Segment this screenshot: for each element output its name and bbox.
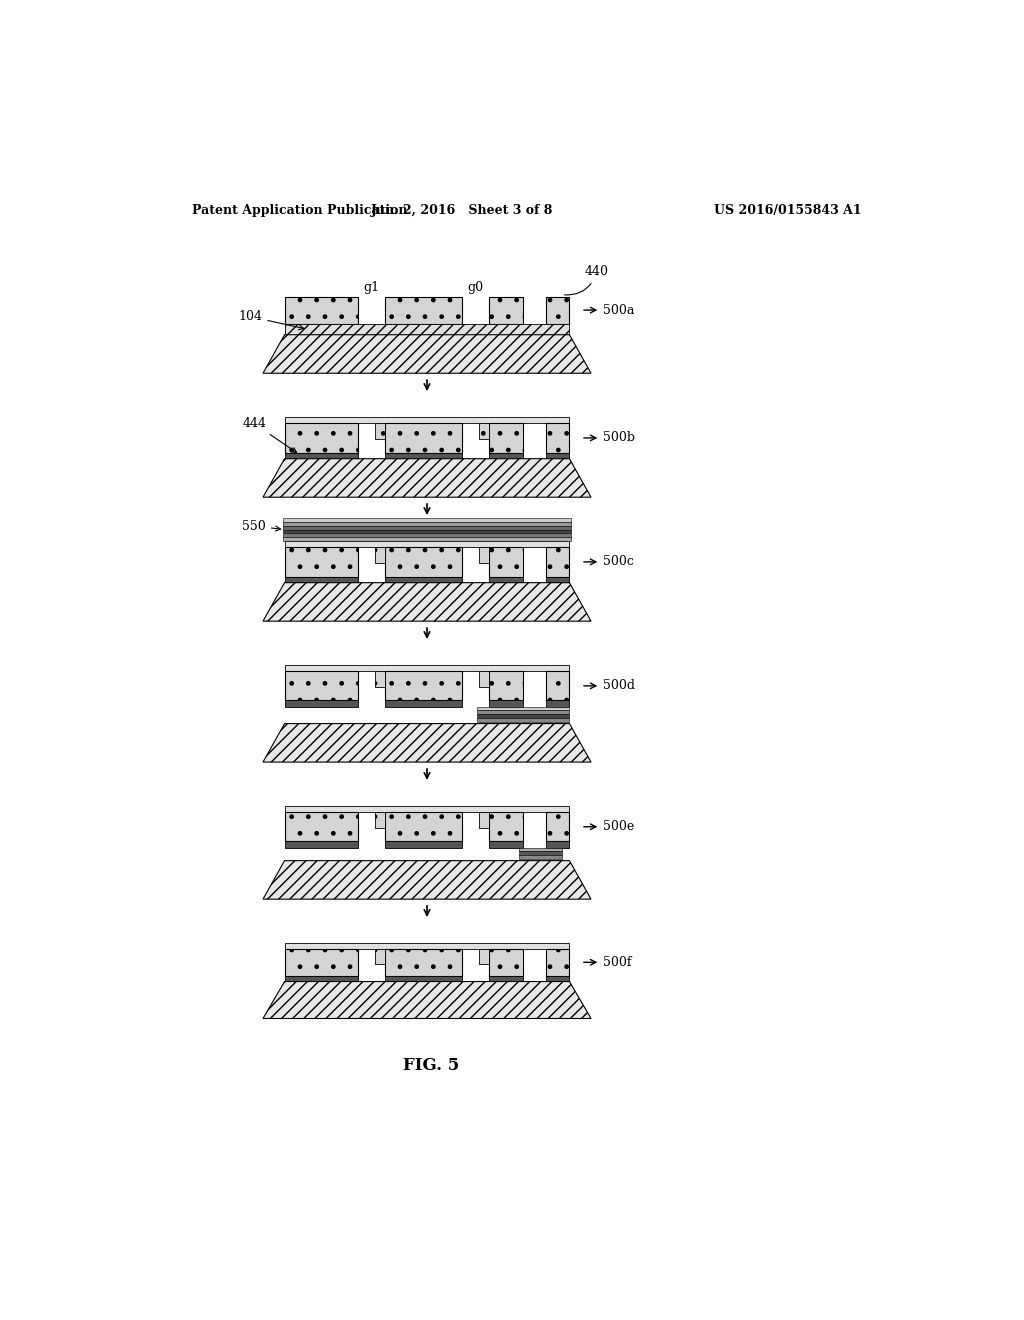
Text: 500e: 500e	[602, 820, 634, 833]
Bar	[283, 517, 571, 521]
Bar	[547, 297, 569, 323]
Bar	[547, 949, 569, 975]
Text: g0: g0	[467, 281, 483, 294]
Text: 500b: 500b	[602, 432, 635, 445]
Bar	[488, 453, 523, 459]
Bar	[479, 671, 488, 686]
Bar	[547, 812, 569, 841]
Bar	[285, 665, 569, 671]
Text: 500f: 500f	[602, 956, 631, 969]
Bar	[285, 417, 569, 424]
Bar	[285, 807, 569, 812]
Text: 500c: 500c	[602, 556, 634, 569]
Bar	[376, 949, 385, 964]
Polygon shape	[263, 982, 591, 1019]
Bar	[488, 812, 523, 841]
Bar	[385, 812, 462, 841]
Bar	[477, 710, 569, 714]
Bar	[385, 977, 462, 982]
Bar	[547, 977, 569, 982]
Bar	[285, 297, 357, 323]
Bar	[488, 548, 523, 577]
Text: 440: 440	[564, 265, 609, 294]
Bar	[283, 537, 571, 541]
Bar	[488, 577, 523, 582]
Bar	[283, 529, 571, 533]
Bar	[283, 525, 571, 529]
Polygon shape	[263, 582, 591, 622]
Polygon shape	[263, 723, 591, 762]
Bar	[283, 533, 571, 537]
Text: 500a: 500a	[602, 304, 634, 317]
Bar	[285, 548, 357, 577]
Bar	[285, 541, 569, 548]
Polygon shape	[263, 335, 591, 374]
Bar	[519, 855, 562, 859]
Bar	[385, 297, 462, 323]
Text: 444: 444	[243, 417, 297, 453]
Bar	[385, 577, 462, 582]
Bar	[488, 977, 523, 982]
Text: g1: g1	[364, 281, 379, 294]
Bar	[479, 548, 488, 562]
Bar	[385, 949, 462, 975]
Bar	[385, 671, 462, 701]
Bar	[385, 424, 462, 453]
Bar	[479, 949, 488, 964]
Bar	[477, 714, 569, 718]
Bar	[488, 424, 523, 453]
Bar	[285, 977, 357, 982]
Bar	[283, 521, 571, 525]
Bar	[547, 577, 569, 582]
Bar	[385, 548, 462, 577]
Bar	[385, 841, 462, 847]
Text: 104: 104	[239, 310, 304, 330]
Bar	[477, 706, 569, 710]
Bar	[376, 548, 385, 562]
Bar	[285, 942, 569, 949]
Text: Patent Application Publication: Patent Application Publication	[193, 205, 408, 218]
Bar	[285, 577, 357, 582]
Bar	[488, 671, 523, 701]
Bar	[547, 671, 569, 701]
Bar	[285, 323, 569, 335]
Bar	[547, 701, 569, 706]
Bar	[376, 424, 385, 440]
Text: US 2016/0155843 A1: US 2016/0155843 A1	[715, 205, 862, 218]
Polygon shape	[263, 861, 591, 899]
Bar	[519, 851, 562, 855]
Bar	[385, 701, 462, 706]
Bar	[547, 453, 569, 459]
Bar	[285, 453, 357, 459]
Bar	[285, 949, 357, 975]
Bar	[488, 949, 523, 975]
Bar	[285, 424, 357, 453]
Bar	[285, 812, 357, 841]
Text: FIG. 5: FIG. 5	[402, 1057, 459, 1074]
Bar	[285, 671, 357, 701]
Bar	[488, 701, 523, 706]
Bar	[285, 841, 357, 847]
Bar	[385, 453, 462, 459]
Text: 550: 550	[243, 520, 281, 532]
Bar	[547, 424, 569, 453]
Bar	[519, 847, 562, 851]
Bar	[547, 548, 569, 577]
Text: 500d: 500d	[602, 680, 635, 693]
Polygon shape	[263, 459, 591, 498]
Text: Jun. 2, 2016   Sheet 3 of 8: Jun. 2, 2016 Sheet 3 of 8	[371, 205, 553, 218]
Bar	[479, 812, 488, 828]
Bar	[488, 297, 523, 323]
Bar	[285, 701, 357, 706]
Bar	[376, 812, 385, 828]
Bar	[376, 671, 385, 686]
Bar	[547, 841, 569, 847]
Bar	[479, 424, 488, 440]
Bar	[488, 841, 523, 847]
Bar	[477, 718, 569, 722]
